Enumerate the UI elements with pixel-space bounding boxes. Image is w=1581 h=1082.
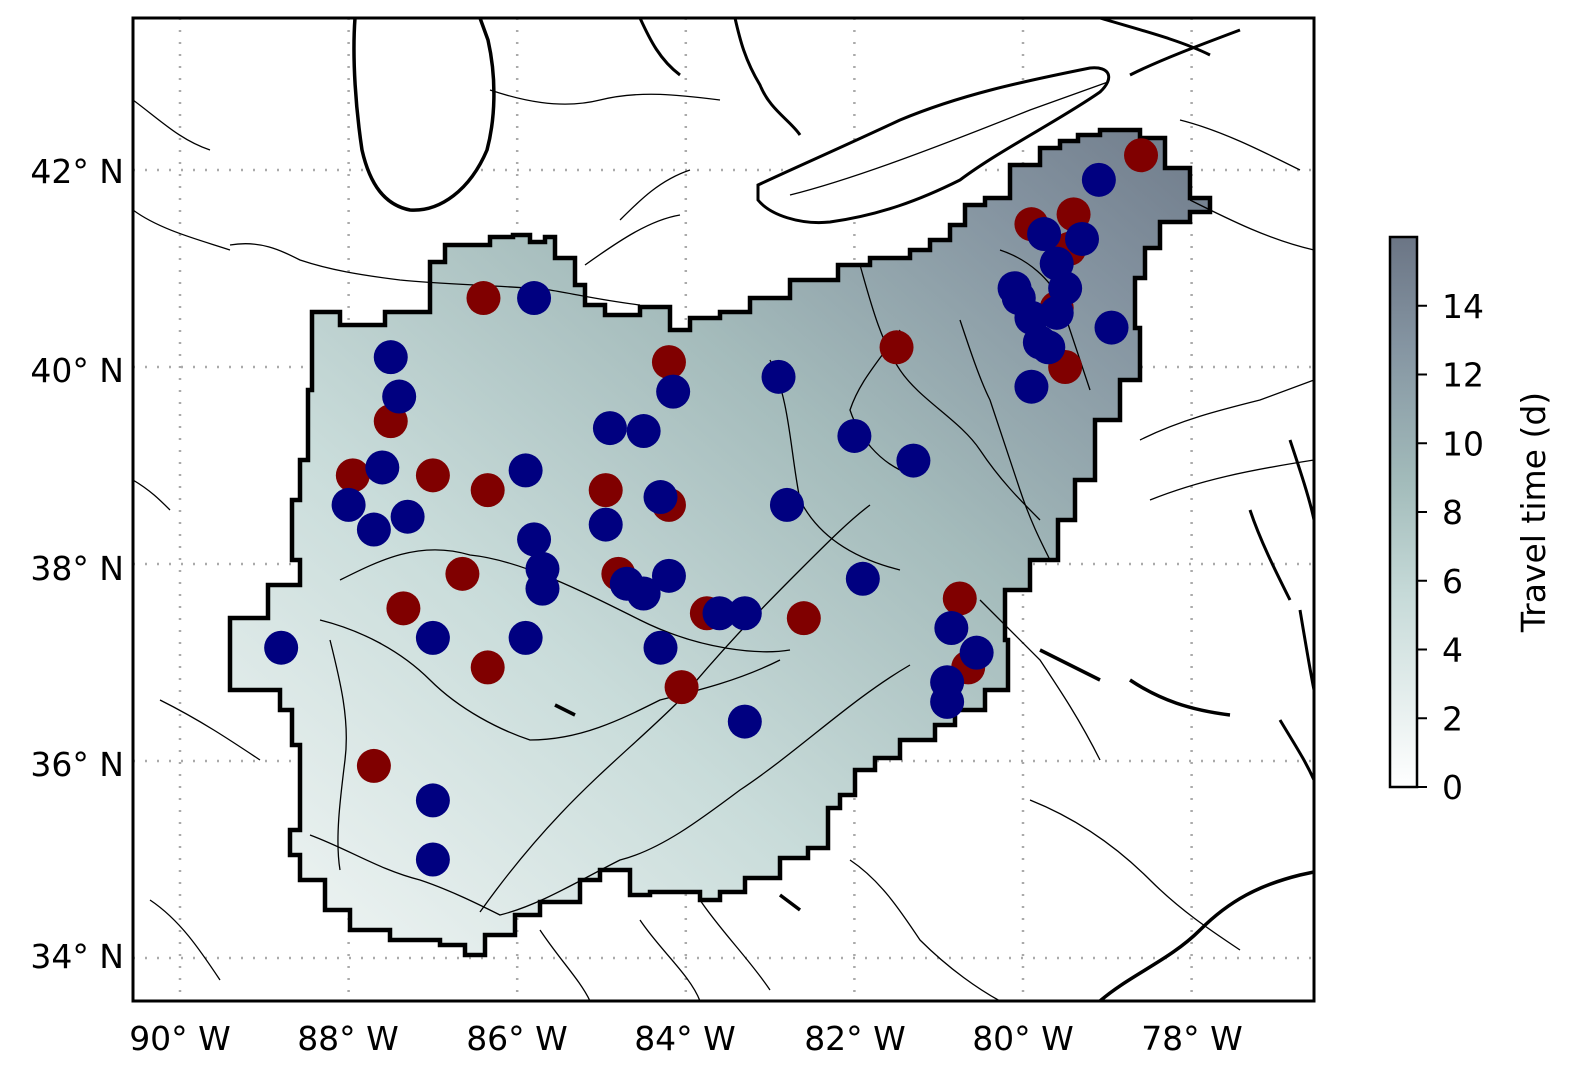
station-marker-red bbox=[335, 458, 370, 493]
station-marker-blue bbox=[382, 379, 417, 414]
lon-tick-80: 80° W bbox=[972, 1019, 1074, 1058]
station-marker-blue bbox=[1039, 246, 1074, 281]
colorbar-tick-label: 12 bbox=[1442, 356, 1484, 395]
station-marker-blue bbox=[643, 480, 678, 515]
station-marker-blue bbox=[1031, 330, 1066, 365]
station-marker-blue bbox=[626, 414, 661, 449]
station-marker-red bbox=[445, 556, 480, 591]
stations-blue bbox=[264, 162, 1129, 877]
station-marker-blue bbox=[525, 571, 560, 606]
station-marker-blue bbox=[643, 630, 678, 665]
station-marker-red bbox=[942, 581, 977, 616]
station-marker-red bbox=[470, 650, 505, 685]
lat-axis: 42° N 40° N 38° N 36° N 34° N bbox=[30, 152, 124, 976]
station-marker-blue bbox=[415, 783, 450, 818]
station-marker-red bbox=[1124, 138, 1159, 173]
colorbar: 0 2 4 6 8 10 12 14 Travel time (d) bbox=[1388, 235, 1553, 807]
station-marker-blue bbox=[626, 576, 661, 611]
station-marker-red bbox=[415, 458, 450, 493]
station-marker-blue bbox=[517, 281, 552, 316]
lat-tick-42: 42° N bbox=[30, 152, 124, 191]
station-marker-blue bbox=[508, 620, 543, 655]
station-marker-blue bbox=[356, 512, 391, 547]
station-marker-blue bbox=[896, 443, 931, 478]
lat-tick-36: 36° N bbox=[30, 745, 124, 784]
atlantic-coast bbox=[1098, 870, 1314, 1001]
station-marker-blue bbox=[264, 630, 299, 665]
rivers-and-boundaries bbox=[133, 89, 1314, 1001]
colorbar-gradient bbox=[1388, 235, 1419, 789]
station-marker-red bbox=[786, 601, 821, 636]
station-marker-blue bbox=[373, 340, 408, 375]
station-marker-red bbox=[356, 748, 391, 783]
lon-tick-88: 88° W bbox=[297, 1019, 399, 1058]
station-marker-blue bbox=[365, 450, 400, 485]
colorbar-tick-label: 6 bbox=[1442, 562, 1463, 601]
station-marker-red bbox=[664, 670, 699, 705]
station-marker-blue bbox=[1094, 310, 1129, 345]
station-marker-blue bbox=[934, 611, 969, 646]
station-marker-blue bbox=[727, 704, 762, 739]
lake-ontario-coast bbox=[1099, 18, 1241, 77]
lon-tick-82: 82° W bbox=[804, 1019, 906, 1058]
station-marker-blue bbox=[837, 418, 872, 453]
lake-erie-boundary bbox=[789, 81, 1109, 196]
colorbar-tick-label: 2 bbox=[1442, 699, 1463, 738]
colorbar-tick-label: 14 bbox=[1442, 287, 1484, 326]
station-marker-blue bbox=[656, 374, 691, 409]
station-marker-blue bbox=[1065, 221, 1100, 256]
lake-huron-coast bbox=[638, 18, 802, 136]
station-marker-blue bbox=[769, 487, 804, 522]
lake-erie bbox=[756, 66, 1111, 225]
lon-tick-86: 86° W bbox=[466, 1019, 568, 1058]
ohio-basin-outline bbox=[227, 127, 1213, 958]
colorbar-tick-label: 8 bbox=[1442, 493, 1463, 532]
station-marker-blue bbox=[959, 635, 994, 670]
lon-tick-78: 78° W bbox=[1141, 1019, 1243, 1058]
station-marker-red bbox=[651, 345, 686, 380]
station-marker-blue bbox=[651, 558, 686, 593]
chesapeake-coast bbox=[1248, 439, 1314, 781]
lat-tick-40: 40° N bbox=[30, 351, 124, 390]
station-marker-blue bbox=[1014, 369, 1049, 404]
lon-axis: 90° W 88° W 86° W 84° W 82° W 80° W 78° … bbox=[129, 1019, 1243, 1058]
station-marker-blue bbox=[508, 453, 543, 488]
lake-michigan bbox=[352, 18, 496, 212]
station-marker-blue bbox=[517, 522, 552, 557]
station-marker-blue bbox=[1027, 217, 1062, 252]
station-marker-blue bbox=[727, 596, 762, 631]
station-marker-blue bbox=[415, 842, 450, 877]
station-marker-blue bbox=[845, 561, 880, 596]
station-marker-red bbox=[466, 281, 501, 316]
station-marker-red bbox=[470, 473, 505, 508]
colorbar-tick-label: 0 bbox=[1442, 768, 1463, 807]
colorbar-ticks: 0 2 4 6 8 10 12 14 bbox=[1417, 287, 1484, 807]
lat-tick-38: 38° N bbox=[30, 549, 124, 588]
station-marker-blue bbox=[930, 684, 965, 719]
lon-tick-84: 84° W bbox=[634, 1019, 736, 1058]
station-marker-blue bbox=[588, 507, 623, 542]
station-marker-blue bbox=[592, 411, 627, 446]
colorbar-title: Travel time (d) bbox=[1514, 392, 1553, 633]
station-marker-blue bbox=[761, 359, 796, 394]
lat-tick-34: 34° N bbox=[30, 937, 124, 976]
station-marker-red bbox=[386, 591, 421, 626]
station-marker-blue bbox=[702, 596, 737, 631]
colorbar-tick-label: 10 bbox=[1442, 424, 1484, 463]
station-marker-blue bbox=[1081, 162, 1116, 197]
colorbar-tick-label: 4 bbox=[1442, 631, 1463, 670]
station-marker-blue bbox=[390, 499, 425, 534]
lon-tick-90: 90° W bbox=[129, 1019, 231, 1058]
station-marker-blue bbox=[331, 487, 366, 522]
station-marker-blue bbox=[415, 620, 450, 655]
station-marker-red bbox=[588, 473, 623, 508]
map-frame bbox=[131, 16, 1316, 1003]
station-marker-red bbox=[879, 330, 914, 365]
reservoir-marks bbox=[554, 648, 1231, 912]
station-marker-blue bbox=[1014, 300, 1049, 335]
